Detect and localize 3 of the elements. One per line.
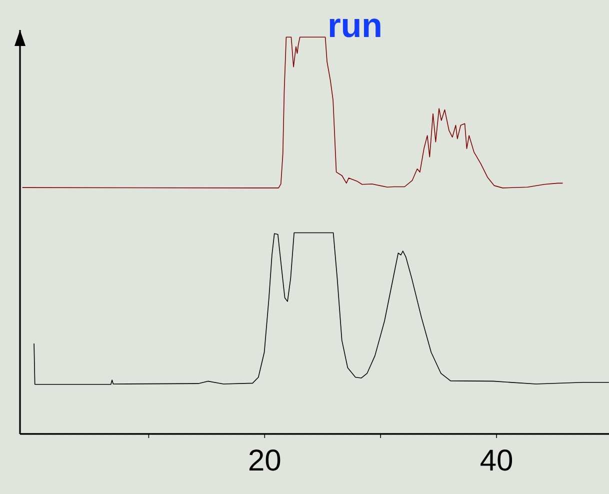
x-tick-label: 20	[249, 450, 280, 471]
chart-title: run	[330, 18, 380, 38]
x-tick-label: 40	[480, 450, 512, 471]
